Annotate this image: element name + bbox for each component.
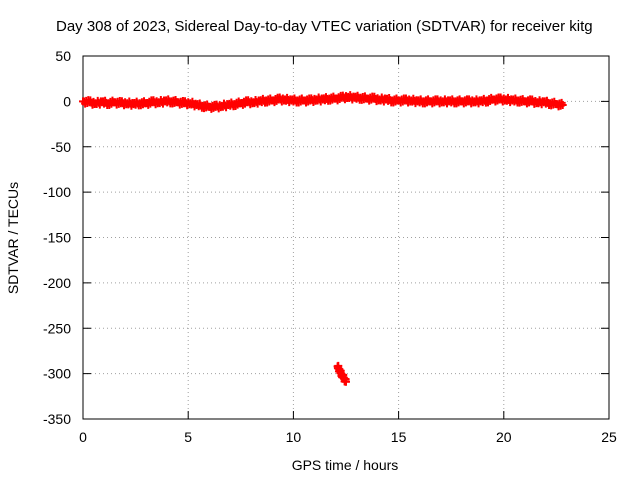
y-tick-label: -150 <box>43 230 71 246</box>
x-tick-label: 25 <box>601 429 617 445</box>
y-tick-label: 0 <box>63 93 71 109</box>
x-tick-label: 0 <box>79 429 87 445</box>
x-axis-label: GPS time / hours <box>292 457 399 473</box>
y-axis-label: SDTVAR / TECUs <box>5 182 21 294</box>
chart-title: Day 308 of 2023, Sidereal Day-to-day VTE… <box>56 18 593 35</box>
data-points <box>79 91 567 386</box>
x-tick-label: 5 <box>184 429 192 445</box>
y-tick-label: -350 <box>43 411 71 427</box>
y-tick-label: 50 <box>55 48 71 64</box>
y-tick-label: -100 <box>43 184 71 200</box>
y-tick-label: -250 <box>43 320 71 336</box>
grid <box>83 56 609 419</box>
y-tick-label: -300 <box>43 366 71 382</box>
x-tick-label: 20 <box>496 429 512 445</box>
y-tick-label: -200 <box>43 275 71 291</box>
x-tick-label: 10 <box>286 429 302 445</box>
x-tick-label: 15 <box>391 429 407 445</box>
data-point <box>342 377 350 386</box>
data-point <box>558 101 567 110</box>
y-tick-label: -50 <box>51 139 71 155</box>
ticks: 0 5 10 15 20 25 50 0 -50 -100 -150 -200 -250 -300 -350 <box>43 48 617 445</box>
